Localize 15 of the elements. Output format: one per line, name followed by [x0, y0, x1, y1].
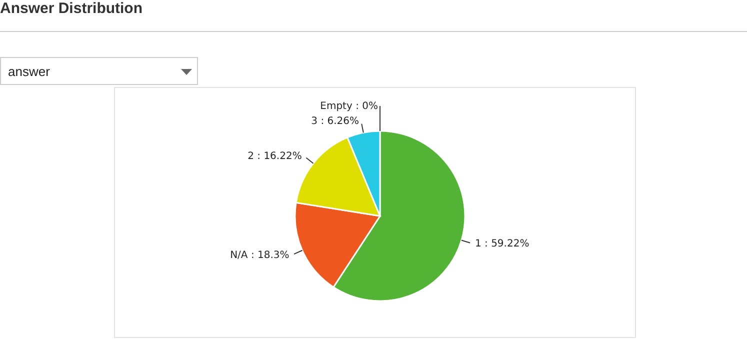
- data-label: : 59.22%: [484, 238, 530, 250]
- pie-slice: [346, 130, 381, 217]
- pie-slice: [294, 202, 381, 288]
- pie-slice: [332, 130, 466, 302]
- data-label: : 6.26%: [320, 115, 360, 126]
- dropdown-field: answer: [0, 57, 198, 85]
- category-label: Empty: [320, 100, 352, 112]
- slice-label: 1: [474, 238, 482, 250]
- slice-label: 2: [248, 150, 254, 162]
- data-label: : 18.3%: [250, 250, 290, 261]
- data-label: : 16.22%: [257, 150, 302, 162]
- text: Answer Distribution: [0, 0, 143, 17]
- text: : 0%: [356, 100, 378, 112]
- slice-label: 3: [311, 115, 318, 126]
- slice-label: N/A: [230, 250, 248, 261]
